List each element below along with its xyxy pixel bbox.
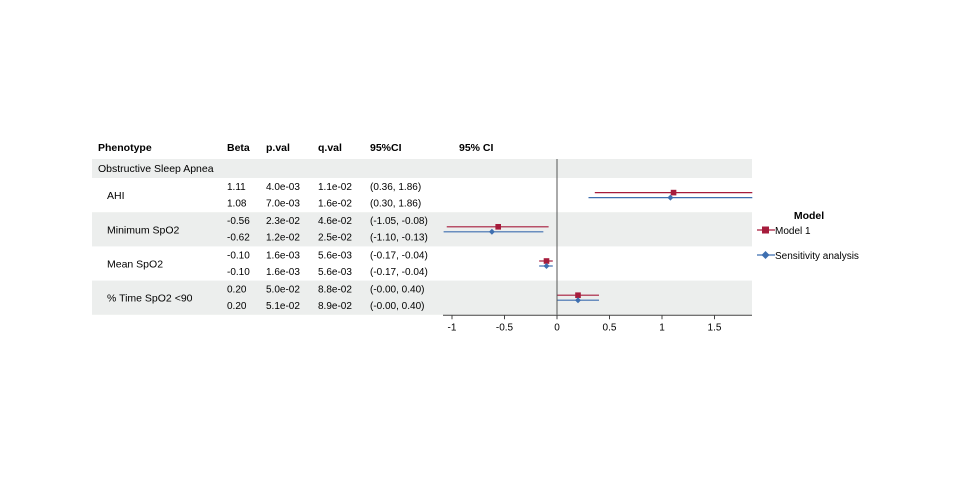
point-estimate bbox=[667, 194, 674, 201]
phenotype-label: % Time SpO2 <90 bbox=[107, 293, 193, 305]
header-ci: 95%CI bbox=[370, 142, 402, 154]
x-tick-label: -1 bbox=[448, 322, 457, 333]
header-qval: q.val bbox=[318, 142, 342, 154]
legend-entry-label: Sensitivity analysis bbox=[775, 251, 859, 262]
cell-beta: -0.62 bbox=[227, 233, 250, 244]
x-tick-label: 0 bbox=[554, 322, 560, 333]
legend-key-marker bbox=[761, 251, 770, 259]
row-background bbox=[92, 280, 752, 315]
phenotype-label: Minimum SpO2 bbox=[107, 224, 180, 236]
row-background bbox=[92, 212, 752, 247]
cell-ci: (0.36, 1.86) bbox=[370, 182, 421, 193]
cell-pval: 1.6e-03 bbox=[266, 267, 300, 278]
x-tick-label: 0.5 bbox=[603, 322, 617, 333]
legend-key-marker bbox=[762, 226, 769, 234]
table-header: Phenotype Beta p.val q.val 95%CI 95% CI bbox=[98, 142, 494, 154]
cell-pval: 1.6e-03 bbox=[266, 250, 300, 261]
cell-ci: (0.30, 1.86) bbox=[370, 199, 421, 210]
point-estimate bbox=[543, 258, 550, 264]
group-row-background bbox=[92, 159, 752, 178]
cell-beta: -0.10 bbox=[227, 267, 250, 278]
row-backgrounds bbox=[92, 159, 752, 315]
cell-ci: (-0.00, 0.40) bbox=[370, 301, 424, 312]
header-phenotype: Phenotype bbox=[98, 142, 152, 154]
point-estimate bbox=[488, 228, 495, 235]
cell-qval: 1.6e-02 bbox=[318, 199, 352, 210]
cell-pval: 2.3e-02 bbox=[266, 216, 300, 227]
header-pval: p.val bbox=[266, 142, 290, 154]
x-tick-label: 1.5 bbox=[708, 322, 722, 333]
cell-qval: 2.5e-02 bbox=[318, 233, 352, 244]
cell-qval: 5.6e-03 bbox=[318, 267, 352, 278]
x-tick-label: 1 bbox=[659, 322, 665, 333]
header-beta: Beta bbox=[227, 142, 250, 154]
cell-qval: 1.1e-02 bbox=[318, 182, 352, 193]
cell-qval: 5.6e-03 bbox=[318, 250, 352, 261]
cell-pval: 4.0e-03 bbox=[266, 182, 300, 193]
cell-pval: 5.1e-02 bbox=[266, 301, 300, 312]
point-estimate bbox=[670, 189, 677, 196]
phenotype-label: AHI bbox=[107, 190, 125, 202]
cell-beta: -0.56 bbox=[227, 216, 250, 227]
cell-beta: -0.10 bbox=[227, 250, 250, 261]
cell-pval: 7.0e-03 bbox=[266, 199, 300, 210]
legend-entry-label: Model 1 bbox=[775, 226, 811, 237]
point-estimate bbox=[495, 224, 501, 230]
point-estimate bbox=[575, 297, 581, 304]
cell-ci: (-1.05, -0.08) bbox=[370, 216, 428, 227]
cell-qval: 4.6e-02 bbox=[318, 216, 352, 227]
cell-ci: (-0.17, -0.04) bbox=[370, 250, 428, 261]
cell-qval: 8.9e-02 bbox=[318, 301, 352, 312]
x-axis: -1 -0.5 0 0.5 1 1.5 bbox=[443, 314, 752, 333]
phenotype-label: Mean SpO2 bbox=[107, 259, 163, 271]
cell-beta: 0.20 bbox=[227, 285, 247, 296]
cell-pval: 1.2e-02 bbox=[266, 233, 300, 244]
point-estimate bbox=[575, 292, 581, 298]
point-estimate bbox=[543, 263, 550, 269]
plot-area bbox=[443, 159, 753, 315]
header-plot-ci: 95% CI bbox=[459, 142, 494, 154]
cell-ci: (-0.00, 0.40) bbox=[370, 285, 424, 296]
legend: Model Model 1 Sensitivity analysis bbox=[757, 210, 859, 262]
cell-pval: 5.0e-02 bbox=[266, 285, 300, 296]
cell-ci: (-1.10, -0.13) bbox=[370, 233, 428, 244]
cell-beta: 1.11 bbox=[227, 182, 246, 193]
cell-ci: (-0.17, -0.04) bbox=[370, 267, 428, 278]
table-cells: AHI 1.11 4.0e-03 1.1e-02 (0.36, 1.86) 1.08 7.0… bbox=[107, 182, 428, 312]
group-label: Obstructive Sleep Apnea bbox=[98, 163, 214, 175]
cell-qval: 8.8e-02 bbox=[318, 285, 352, 296]
x-tick-label: -0.5 bbox=[496, 322, 514, 333]
legend-title: Model bbox=[794, 210, 824, 222]
cell-beta: 1.08 bbox=[227, 199, 247, 210]
cell-beta: 0.20 bbox=[227, 301, 247, 312]
